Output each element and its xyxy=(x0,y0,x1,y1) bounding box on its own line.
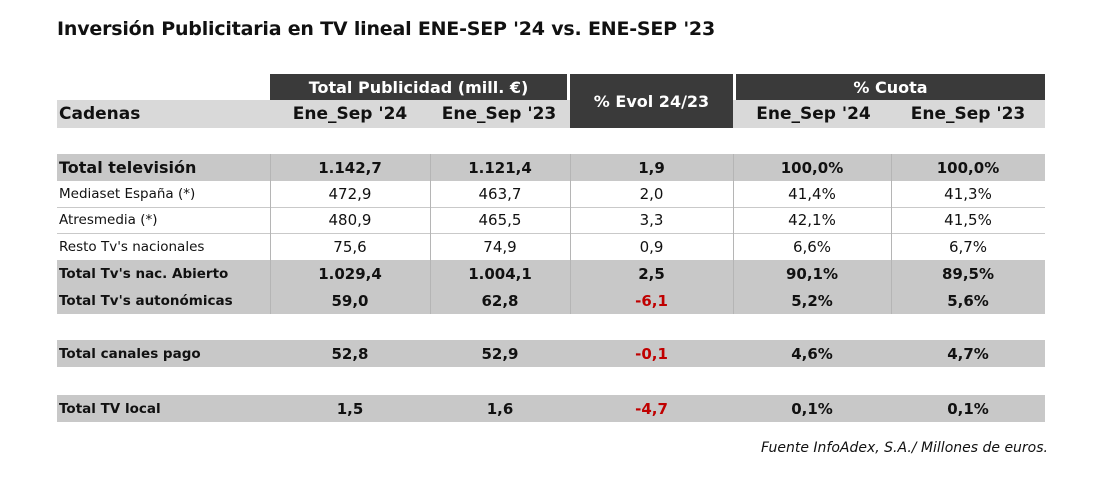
col-divider xyxy=(270,154,271,314)
cell-cuota-24: 41,4% xyxy=(788,185,836,203)
col-divider xyxy=(570,154,571,314)
row-label: Total TV local xyxy=(59,400,161,417)
cell-cuota-24: 0,1% xyxy=(791,399,833,418)
row-band xyxy=(57,395,1045,422)
cell-cuota-23: 6,7% xyxy=(948,237,988,256)
cell-value-24: 75,6 xyxy=(333,237,367,256)
cell-evol: 2,5 xyxy=(638,264,665,283)
col-header-cuota23: Ene_Sep '23 xyxy=(910,104,1026,124)
cell-evol: -4,7 xyxy=(635,399,668,418)
cell-value-24: 1.142,7 xyxy=(318,158,382,177)
cell-value-23: 62,8 xyxy=(481,291,519,310)
cell-cuota-23: 4,7% xyxy=(947,344,989,363)
cell-value-23: 74,9 xyxy=(483,237,517,256)
cell-cuota-24: 42,1% xyxy=(788,211,836,229)
header-subrow-band xyxy=(57,100,570,128)
cell-value-23: 1.004,1 xyxy=(468,264,532,283)
header-total-publicidad: Total Publicidad (mill. €) xyxy=(270,74,567,100)
col-divider xyxy=(733,154,734,314)
cell-value-24: 52,8 xyxy=(331,344,369,363)
col-header-cuota24: Ene_Sep '24 xyxy=(756,104,871,124)
row-band xyxy=(57,260,1045,287)
cell-cuota-24: 4,6% xyxy=(791,344,833,363)
page-title: Inversión Publicitaria en TV lineal ENE-… xyxy=(57,18,715,40)
row-label: Atresmedia (*) xyxy=(59,212,158,228)
row-label: Total Tv's nac. Abierto xyxy=(59,265,229,282)
cell-cuota-23: 89,5% xyxy=(941,264,995,283)
col-divider xyxy=(891,154,892,314)
col-header-sep23: Ene_Sep '23 xyxy=(441,104,557,124)
cell-cuota-23: 0,1% xyxy=(947,399,989,418)
col-header-sep24: Ene_Sep '24 xyxy=(292,104,408,124)
row-band xyxy=(57,154,1045,181)
cell-cuota-24: 100,0% xyxy=(780,158,844,177)
cell-evol: 3,3 xyxy=(639,211,664,229)
cell-cuota-23: 5,6% xyxy=(947,291,989,310)
cell-cuota-23: 100,0% xyxy=(936,158,1000,177)
row-label: Total televisión xyxy=(59,158,197,177)
cell-evol: 2,0 xyxy=(639,185,664,203)
cell-evol: 1,9 xyxy=(638,158,665,177)
cell-value-23: 463,7 xyxy=(478,185,522,203)
cell-value-24: 480,9 xyxy=(328,211,372,229)
cell-value-23: 465,5 xyxy=(478,211,522,229)
row-label: Resto Tv's nacionales xyxy=(59,238,205,255)
col-header-cadenas: Cadenas xyxy=(59,104,141,124)
cell-value-24: 1.029,4 xyxy=(318,264,382,283)
row-label: Total canales pago xyxy=(59,345,201,362)
row-separator xyxy=(57,207,1045,208)
row-label: Total Tv's autonómicas xyxy=(59,292,233,309)
row-separator xyxy=(57,233,1045,234)
cell-cuota-24: 6,6% xyxy=(792,237,832,256)
row-band xyxy=(57,340,1045,367)
cell-value-23: 1,6 xyxy=(486,399,514,418)
source-note: Fuente InfoAdex, S.A./ Millones de euros… xyxy=(761,440,1048,456)
row-label: Mediaset España (*) xyxy=(59,186,196,202)
col-divider xyxy=(430,154,431,314)
cell-evol: -6,1 xyxy=(635,291,668,310)
header-cuota: % Cuota xyxy=(736,74,1045,100)
cell-cuota-24: 90,1% xyxy=(785,264,839,283)
cell-value-24: 1,5 xyxy=(336,399,364,418)
header-evol: % Evol 24/23 xyxy=(570,74,733,128)
cell-value-24: 59,0 xyxy=(331,291,369,310)
cell-value-23: 1.121,4 xyxy=(468,158,532,177)
cell-evol: 0,9 xyxy=(639,237,664,256)
cell-value-24: 472,9 xyxy=(328,185,372,203)
header-subrow-band-right xyxy=(733,100,1045,128)
cell-value-23: 52,9 xyxy=(481,344,519,363)
cell-evol: -0,1 xyxy=(635,344,668,363)
cell-cuota-24: 5,2% xyxy=(791,291,833,310)
cell-cuota-23: 41,5% xyxy=(944,211,992,229)
row-band xyxy=(57,287,1045,314)
cell-cuota-23: 41,3% xyxy=(944,185,992,203)
